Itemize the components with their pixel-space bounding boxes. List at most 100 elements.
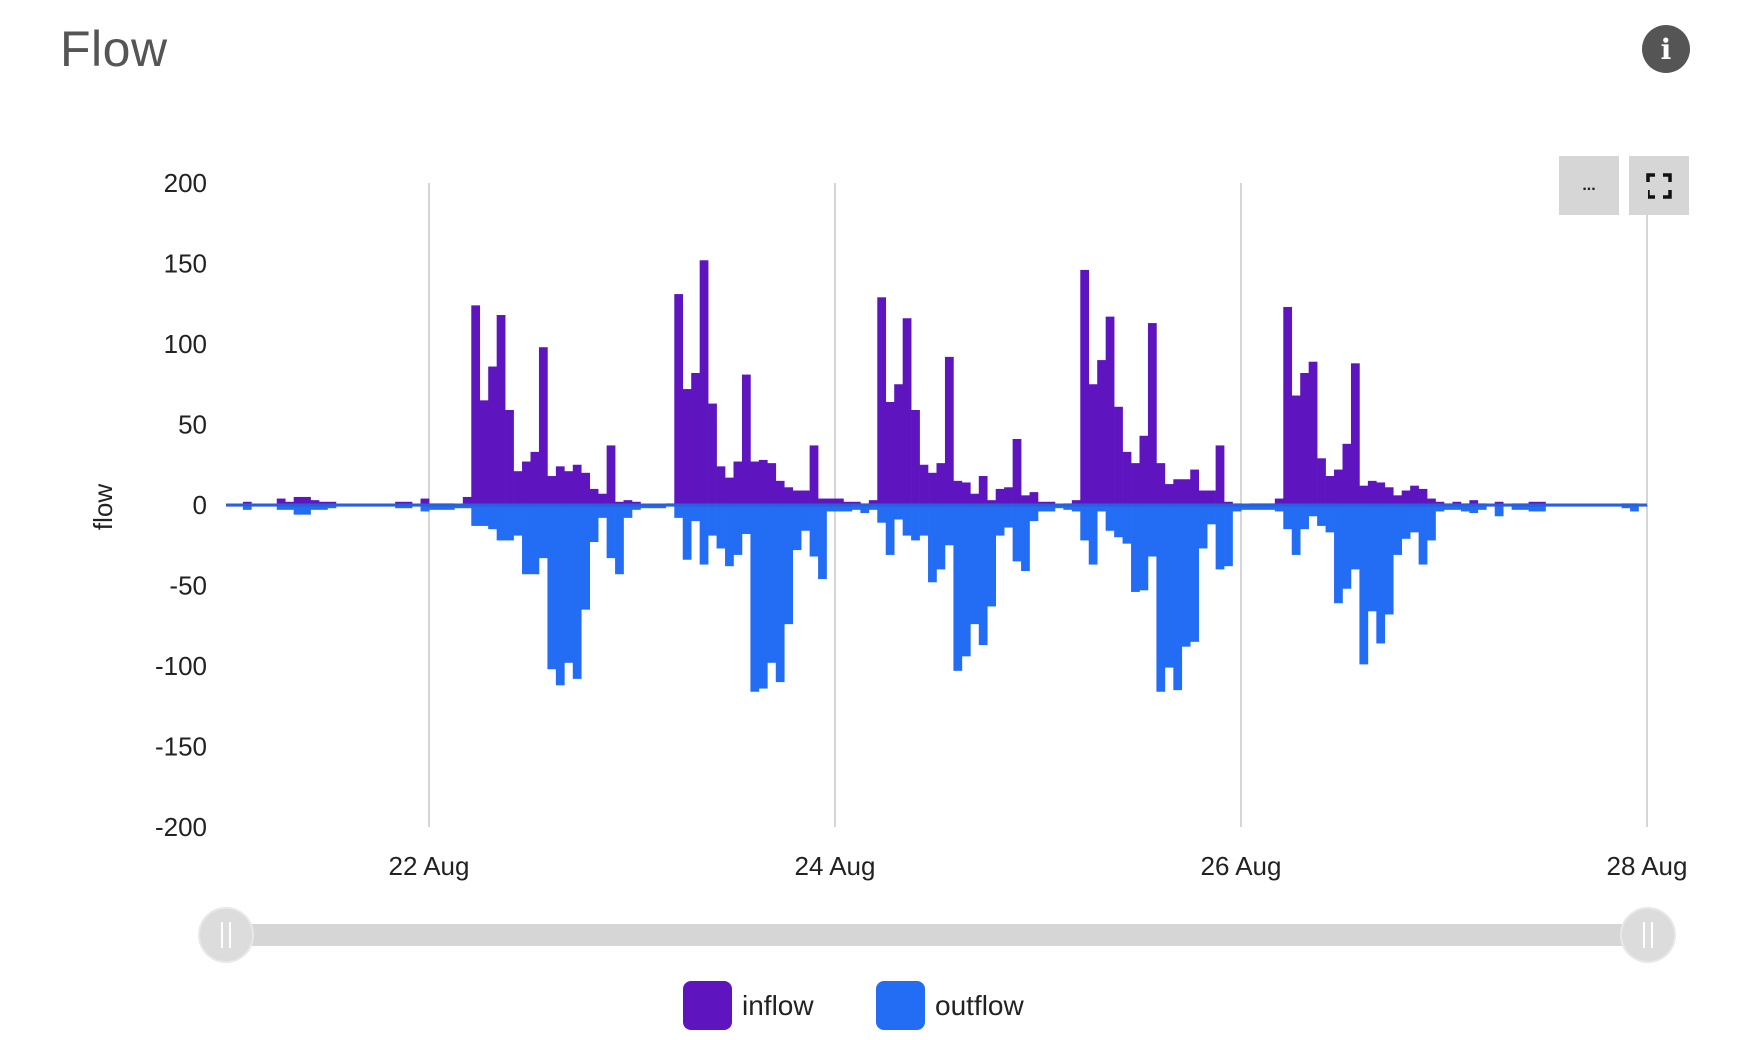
outflow-bar[interactable] [1494,505,1504,517]
inflow-bar[interactable] [1088,384,1098,505]
outflow-bar[interactable] [445,505,455,510]
inflow-bar[interactable] [1376,482,1386,505]
outflow-bar[interactable] [1038,505,1047,512]
inflow-bar[interactable] [894,384,903,505]
inflow-bar[interactable] [911,410,920,505]
outflow-bar[interactable] [809,505,819,557]
outflow-bar[interactable] [995,505,1005,536]
outflow-bar[interactable] [733,505,743,555]
inflow-bar[interactable] [1291,395,1301,505]
outflow-bar[interactable] [395,505,404,509]
outflow-bar[interactable] [606,505,616,559]
outflow-bar[interactable] [1071,505,1081,512]
inflow-bar[interactable] [547,476,557,505]
inflow-bar[interactable] [310,500,320,505]
inflow-bar[interactable] [522,461,531,505]
inflow-bar[interactable] [1215,445,1225,505]
inflow-bar[interactable] [851,501,861,505]
outflow-bar[interactable] [1300,505,1309,530]
outflow-bar[interactable] [1537,505,1546,512]
outflow-bar[interactable] [1181,505,1191,647]
inflow-bar[interactable] [319,501,328,505]
outflow-bar[interactable] [682,505,692,560]
inflow-bar[interactable] [1071,500,1081,505]
inflow-bar[interactable] [818,498,827,505]
outflow-bar[interactable] [1511,505,1521,510]
inflow-bar[interactable] [868,500,878,505]
inflow-bar[interactable] [809,445,819,505]
outflow-bar[interactable] [961,505,971,657]
inflow-bar[interactable] [1114,406,1123,505]
inflow-bar[interactable] [479,400,489,505]
outflow-bar[interactable] [1359,505,1369,665]
outflow-bar[interactable] [1325,505,1335,533]
outflow-bar[interactable] [944,505,954,546]
inflow-bar[interactable] [1164,484,1174,505]
outflow-bar[interactable] [919,505,929,536]
inflow-bar[interactable] [902,318,912,505]
inflow-bar[interactable] [462,496,472,505]
inflow-bar[interactable] [1105,316,1115,505]
inflow-bar[interactable] [1029,492,1039,505]
outflow-bar[interactable] [1147,505,1157,557]
inflow-bar[interactable] [1139,435,1149,505]
outflow-bar[interactable] [1528,505,1538,512]
inflow-bar[interactable] [598,493,607,505]
inflow-bar[interactable] [1401,490,1411,505]
inflow-bar[interactable] [936,463,946,505]
outflow-bar[interactable] [1630,505,1639,512]
inflow-bar[interactable] [1367,480,1377,505]
outflow-bar[interactable] [1207,505,1216,525]
outflow-bar[interactable] [716,505,726,549]
inflow-bar[interactable] [1274,498,1284,505]
outflow-bar[interactable] [835,505,844,512]
outflow-bar[interactable] [851,505,861,510]
outflow-bar[interactable] [1190,505,1200,642]
inflow-bar[interactable] [1418,488,1428,505]
inflow-bar[interactable] [403,501,413,505]
legend-item-inflow[interactable]: inflow [683,981,814,1030]
outflow-bar[interactable] [1393,505,1403,555]
outflow-bar[interactable] [953,505,963,671]
outflow-bar[interactable] [1021,505,1030,572]
inflow-bar[interactable] [1334,469,1343,505]
outflow-bar[interactable] [1063,505,1073,510]
outflow-bar[interactable] [1173,505,1183,691]
inflow-bar[interactable] [632,501,641,505]
inflow-bar[interactable] [606,445,616,505]
outflow-bar[interactable] [987,505,997,607]
inflow-bar[interactable] [885,401,895,505]
inflow-bar[interactable] [1300,372,1309,505]
inflow-bar[interactable] [682,389,692,505]
inflow-bar[interactable] [1046,501,1056,505]
outflow-bar[interactable] [1131,505,1140,592]
inflow-bar[interactable] [1410,485,1419,505]
inflow-bar[interactable] [843,501,853,505]
slider-track[interactable] [228,924,1648,946]
inflow-bar[interactable] [1131,463,1140,505]
inflow-bar[interactable] [1384,487,1394,505]
inflow-bar[interactable] [1038,501,1047,505]
inflow-bar[interactable] [530,451,540,505]
outflow-bar[interactable] [885,505,895,555]
inflow-bar[interactable] [1021,495,1030,505]
outflow-bar[interactable] [1308,505,1318,517]
outflow-bar[interactable] [1224,505,1233,567]
outflow-bar[interactable] [1046,505,1056,512]
outflow-bar[interactable] [479,505,489,526]
outflow-bar[interactable] [758,505,768,689]
outflow-bar[interactable] [1427,505,1436,541]
inflow-bar[interactable] [691,372,700,505]
outflow-bar[interactable] [1621,505,1631,509]
outflow-bar[interactable] [1029,505,1039,522]
outflow-bar[interactable] [471,505,481,526]
outflow-bar[interactable] [1444,505,1453,510]
outflow-bar[interactable] [437,505,447,510]
inflow-bar[interactable] [1207,490,1216,505]
inflow-bar[interactable] [1342,443,1352,505]
outflow-bar[interactable] [1232,505,1242,512]
outflow-bar[interactable] [1460,505,1470,512]
outflow-bar[interactable] [708,505,717,536]
outflow-bar[interactable] [936,505,946,570]
inflow-bar[interactable] [1156,463,1166,505]
